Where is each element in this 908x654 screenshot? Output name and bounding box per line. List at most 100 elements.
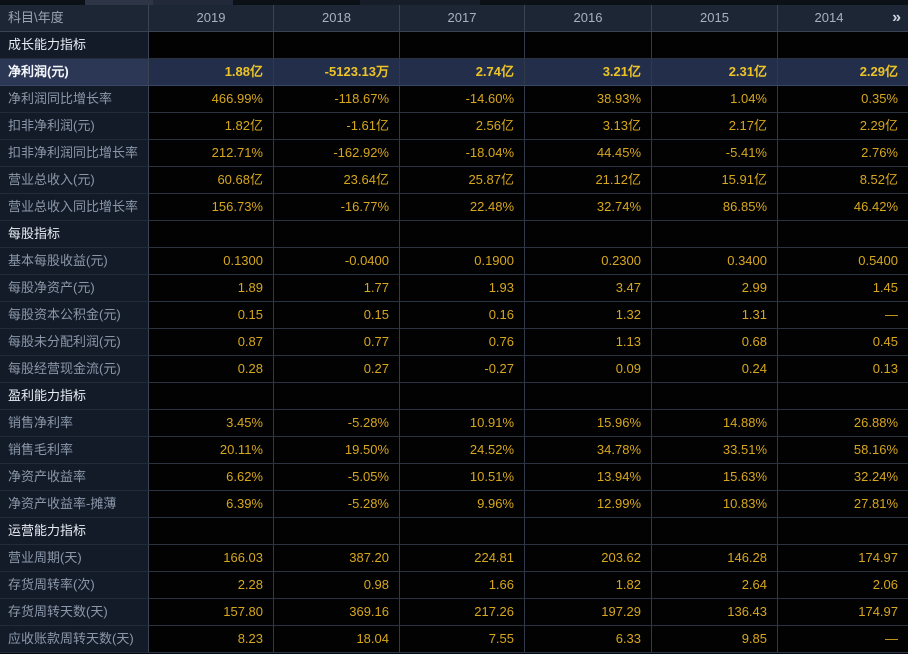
- year-header-2015[interactable]: 2015: [652, 5, 778, 32]
- value-cell: 0.3400: [652, 248, 778, 275]
- value-cell: 0.2300: [525, 248, 652, 275]
- value-cell: 6.39%: [149, 491, 274, 518]
- value-cell: 1.45: [778, 275, 908, 302]
- value-cell: 38.93%: [525, 86, 652, 113]
- row-label[interactable]: 净资产收益率: [0, 464, 149, 491]
- year-header-2016[interactable]: 2016: [525, 5, 652, 32]
- year-header-2017[interactable]: 2017: [400, 5, 525, 32]
- value-cell: 1.82: [525, 572, 652, 599]
- value-cell: 86.85%: [652, 194, 778, 221]
- value-cell: 7.55: [400, 626, 525, 653]
- value-cell: 6.33: [525, 626, 652, 653]
- section-header-label[interactable]: 运营能力指标: [0, 518, 149, 545]
- empty-cell: [274, 221, 400, 248]
- value-cell: 2.31亿: [652, 59, 778, 86]
- value-cell: 27.81%: [778, 491, 908, 518]
- value-cell: 2.17亿: [652, 113, 778, 140]
- value-cell: 212.71%: [149, 140, 274, 167]
- value-cell: -5.28%: [274, 491, 400, 518]
- empty-cell: [525, 518, 652, 545]
- year-header-2019[interactable]: 2019: [149, 5, 274, 32]
- value-cell: -16.77%: [274, 194, 400, 221]
- row-label[interactable]: 扣非净利润(元): [0, 113, 149, 140]
- value-cell: 136.43: [652, 599, 778, 626]
- empty-cell: [778, 518, 908, 545]
- value-cell: —: [778, 302, 908, 329]
- value-cell: 1.88亿: [149, 59, 274, 86]
- row-label[interactable]: 每股未分配利润(元): [0, 329, 149, 356]
- row-label[interactable]: 营业总收入同比增长率: [0, 194, 149, 221]
- empty-cell: [525, 32, 652, 59]
- section-header-label[interactable]: 盈利能力指标: [0, 383, 149, 410]
- value-cell: 1.77: [274, 275, 400, 302]
- empty-cell: [400, 383, 525, 410]
- empty-cell: [400, 518, 525, 545]
- value-cell: 0.35%: [778, 86, 908, 113]
- value-cell: -5.41%: [652, 140, 778, 167]
- empty-cell: [652, 518, 778, 545]
- row-label[interactable]: 存货周转率(次): [0, 572, 149, 599]
- section-header-label[interactable]: 成长能力指标: [0, 32, 149, 59]
- value-cell: 2.29亿: [778, 59, 908, 86]
- row-label[interactable]: 基本每股收益(元): [0, 248, 149, 275]
- year-header-2014[interactable]: 2014 »: [778, 5, 908, 32]
- row-label[interactable]: 净利润同比增长率: [0, 86, 149, 113]
- value-cell: 15.91亿: [652, 167, 778, 194]
- value-cell: 2.76%: [778, 140, 908, 167]
- row-label[interactable]: 每股净资产(元): [0, 275, 149, 302]
- empty-cell: [652, 32, 778, 59]
- value-cell: 0.16: [400, 302, 525, 329]
- row-label[interactable]: 净利润(元): [0, 59, 149, 86]
- value-cell: 14.88%: [652, 410, 778, 437]
- year-header-2018[interactable]: 2018: [274, 5, 400, 32]
- value-cell: 8.23: [149, 626, 274, 653]
- row-label[interactable]: 存货周转天数(天): [0, 599, 149, 626]
- value-cell: 387.20: [274, 545, 400, 572]
- section-header-label[interactable]: 每股指标: [0, 221, 149, 248]
- value-cell: 0.1900: [400, 248, 525, 275]
- more-years-chevron-icon[interactable]: »: [892, 9, 901, 26]
- empty-cell: [274, 383, 400, 410]
- value-cell: 0.28: [149, 356, 274, 383]
- window-top-edge: [0, 0, 908, 5]
- row-label[interactable]: 营业总收入(元): [0, 167, 149, 194]
- value-cell: —: [778, 626, 908, 653]
- value-cell: 32.74%: [525, 194, 652, 221]
- row-label[interactable]: 净资产收益率-摊薄: [0, 491, 149, 518]
- value-cell: 174.97: [778, 599, 908, 626]
- value-cell: 0.27: [274, 356, 400, 383]
- value-cell: 3.21亿: [525, 59, 652, 86]
- value-cell: 174.97: [778, 545, 908, 572]
- value-cell: 1.04%: [652, 86, 778, 113]
- row-label[interactable]: 应收账款周转天数(天): [0, 626, 149, 653]
- value-cell: 32.24%: [778, 464, 908, 491]
- value-cell: -1.61亿: [274, 113, 400, 140]
- value-cell: 15.96%: [525, 410, 652, 437]
- value-cell: 6.62%: [149, 464, 274, 491]
- value-cell: 19.50%: [274, 437, 400, 464]
- value-cell: 2.28: [149, 572, 274, 599]
- value-cell: 44.45%: [525, 140, 652, 167]
- value-cell: 58.16%: [778, 437, 908, 464]
- value-cell: 12.99%: [525, 491, 652, 518]
- value-cell: 60.68亿: [149, 167, 274, 194]
- value-cell: 21.12亿: [525, 167, 652, 194]
- value-cell: 3.13亿: [525, 113, 652, 140]
- value-cell: -0.0400: [274, 248, 400, 275]
- row-label[interactable]: 销售毛利率: [0, 437, 149, 464]
- value-cell: 18.04: [274, 626, 400, 653]
- value-cell: 10.83%: [652, 491, 778, 518]
- empty-cell: [149, 221, 274, 248]
- value-cell: 2.56亿: [400, 113, 525, 140]
- value-cell: 224.81: [400, 545, 525, 572]
- row-label[interactable]: 每股资本公积金(元): [0, 302, 149, 329]
- row-label[interactable]: 扣非净利润同比增长率: [0, 140, 149, 167]
- value-cell: 2.99: [652, 275, 778, 302]
- row-label[interactable]: 销售净利率: [0, 410, 149, 437]
- row-label[interactable]: 每股经营现金流(元): [0, 356, 149, 383]
- value-cell: 166.03: [149, 545, 274, 572]
- empty-cell: [149, 518, 274, 545]
- row-label[interactable]: 营业周期(天): [0, 545, 149, 572]
- value-cell: 25.87亿: [400, 167, 525, 194]
- value-cell: -18.04%: [400, 140, 525, 167]
